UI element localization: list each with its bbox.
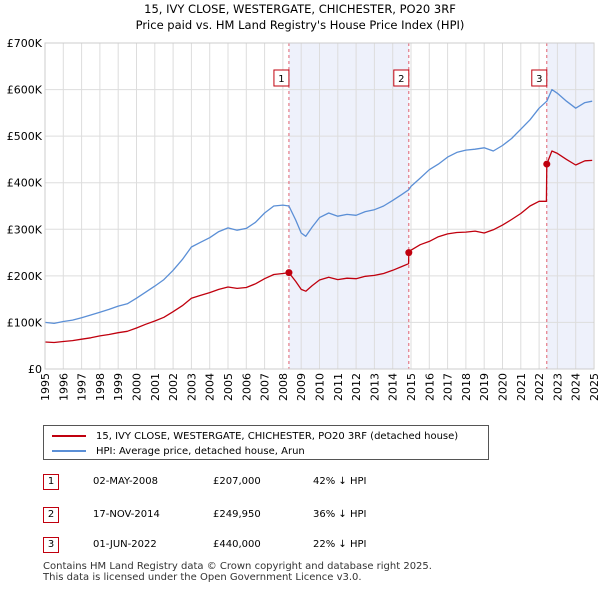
sale-date: 01-JUN-2022	[93, 539, 157, 550]
table-row: 3 01-JUN-2022 £440,000 22% ↓ HPI	[43, 537, 443, 555]
price-chart: 1 2 3 £0 £100K £200K £300K £400K £500K £600K £700…	[7, 37, 600, 401]
x-tick-label: 2012	[350, 373, 363, 401]
legend: 15, IVY CLOSE, WESTERGATE, CHICHESTER, P…	[43, 425, 489, 460]
sale-hpi-diff: 42% ↓ HPI	[313, 476, 367, 487]
y-tick-label: £400K	[7, 177, 43, 190]
x-tick-label: 2024	[570, 373, 583, 401]
sale-price: £249,950	[213, 509, 261, 520]
hpi-series-line	[44, 88, 593, 325]
sale-date: 02-MAY-2008	[93, 476, 159, 487]
x-tick-label: 2013	[368, 373, 381, 401]
y-tick-label: £600K	[7, 84, 43, 97]
x-tick-label: 2010	[314, 373, 327, 401]
x-tick-label: 2005	[222, 373, 235, 401]
shaded-range-1	[288, 43, 409, 369]
sale-hpi-diff: 22% ↓ HPI	[313, 539, 367, 550]
sale-price: £207,000	[213, 476, 261, 487]
sale-marker-2	[405, 249, 413, 257]
x-tick-label: 2017	[442, 373, 455, 401]
property-series-line	[44, 150, 593, 344]
sale-number-badge: 1	[43, 474, 59, 490]
x-tick-label: 2020	[497, 373, 510, 401]
x-tick-label: 1996	[57, 373, 70, 401]
sale-box-1	[273, 69, 290, 87]
sale-box-3	[531, 69, 548, 87]
x-tick-label: 2015	[405, 373, 418, 401]
x-tick-label: 2018	[460, 373, 473, 401]
legend-line-property	[52, 435, 86, 437]
sale-number-badge: 2	[43, 507, 59, 523]
x-tick-label: 2011	[332, 373, 345, 401]
y-tick-label: £0	[28, 363, 42, 376]
x-tick-label: 2016	[423, 373, 436, 401]
legend-label-property: 15, IVY CLOSE, WESTERGATE, CHICHESTER, P…	[96, 430, 459, 442]
chart-title: 15, IVY CLOSE, WESTERGATE, CHICHESTER, P…	[144, 2, 456, 16]
x-tick-label: 2008	[277, 373, 290, 401]
footer-licence: This data is licensed under the Open Gov…	[43, 572, 362, 583]
x-tick-label: 2021	[515, 373, 528, 401]
x-tick-label: 1997	[76, 373, 89, 401]
sale-box-2	[393, 69, 410, 87]
x-tick-label: 2023	[551, 373, 564, 401]
table-row: 1 02-MAY-2008 £207,000 42% ↓ HPI	[43, 474, 443, 492]
footer: Contains HM Land Registry data © Crown c…	[43, 561, 432, 583]
table-row: 2 17-NOV-2014 £249,950 36% ↓ HPI	[43, 507, 443, 525]
y-tick-label: £200K	[7, 270, 43, 283]
x-tick-label: 2003	[185, 373, 198, 401]
x-tick-label: 1998	[94, 373, 107, 401]
x-tick-label: 2014	[387, 373, 400, 401]
footer-copyright: Contains HM Land Registry data © Crown c…	[43, 561, 432, 572]
x-tick-label: 1999	[112, 373, 125, 401]
x-tick-label: 2022	[533, 373, 546, 401]
plot-frame	[44, 42, 595, 370]
sale-number-badge: 3	[43, 537, 59, 553]
sale-box-label-3: 3	[536, 74, 542, 85]
x-tick-label: 2006	[240, 373, 253, 401]
sale-price: £440,000	[213, 539, 261, 550]
y-tick-label: £500K	[7, 130, 43, 143]
y-tick-label: £100K	[7, 316, 43, 329]
x-tick-label: 2001	[149, 373, 162, 401]
y-tick-label: £700K	[7, 37, 43, 50]
sale-hpi-diff: 36% ↓ HPI	[313, 509, 367, 520]
legend-label-hpi: HPI: Average price, detached house, Arun	[96, 445, 305, 457]
sale-box-label-2: 2	[398, 74, 404, 85]
sale-marker-3	[543, 160, 551, 168]
x-tick-label: 2019	[478, 373, 491, 401]
x-tick-label: 2009	[295, 373, 308, 401]
sale-marker-1	[285, 269, 293, 277]
legend-line-hpi	[52, 450, 86, 452]
x-tick-label: 2007	[259, 373, 272, 401]
legend-item-hpi: HPI: Average price, detached house, Arun	[52, 444, 305, 458]
x-tick-label: 2025	[588, 373, 600, 401]
x-tick-label: 2000	[131, 373, 144, 401]
legend-item-property: 15, IVY CLOSE, WESTERGATE, CHICHESTER, P…	[52, 429, 458, 443]
y-tick-label: £300K	[7, 223, 43, 236]
x-tick-label: 1995	[39, 373, 52, 401]
chart-subtitle: Price paid vs. HM Land Registry's House …	[135, 18, 465, 32]
sale-box-label-1: 1	[278, 74, 284, 85]
sale-date: 17-NOV-2014	[93, 509, 160, 520]
shaded-range-2	[546, 43, 594, 369]
x-tick-label: 2002	[167, 373, 180, 401]
x-tick-label: 2004	[204, 373, 217, 401]
